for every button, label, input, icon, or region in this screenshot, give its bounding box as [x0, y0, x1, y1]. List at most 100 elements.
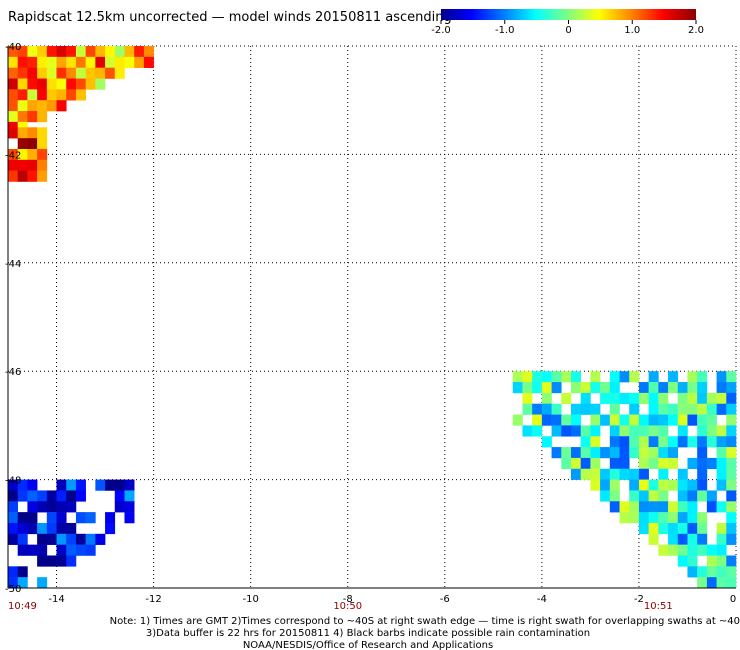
wind-cell: [56, 544, 67, 556]
wind-cell: [609, 403, 620, 415]
wind-cell: [46, 555, 57, 567]
wind-cell: [105, 512, 116, 524]
wind-cell: [677, 490, 688, 502]
wind-cell: [668, 457, 679, 470]
wind-cell: [658, 382, 669, 394]
wind-cell: [66, 555, 77, 567]
wind-cell: [95, 479, 106, 491]
wind-cell: [522, 382, 533, 394]
wind-cell: [8, 56, 19, 68]
wind-cell: [37, 148, 48, 161]
wind-cell: [716, 392, 727, 405]
x-tick-label: -12: [145, 594, 161, 605]
colorbar-ticks: -2.0 -1.0 0 1.0 2.0: [431, 20, 704, 36]
wind-cell: [716, 457, 727, 470]
wind-cell: [8, 127, 19, 139]
wind-cell: [687, 457, 698, 470]
y-tick-label: -40: [5, 42, 21, 53]
wind-cell: [658, 414, 669, 426]
wind-cell: [8, 100, 19, 112]
wind-cell: [580, 382, 591, 394]
wind-cell: [46, 89, 57, 101]
wind-cell: [716, 436, 727, 448]
y-tick-label: -44: [5, 259, 21, 270]
wind-cell: [619, 501, 630, 513]
wind-cell: [668, 544, 679, 556]
wind-cell: [590, 425, 601, 437]
wind-cell: [629, 501, 640, 513]
wind-cell: [114, 67, 125, 79]
wind-cell: [638, 501, 649, 513]
wind-cell: [726, 382, 737, 394]
wind-cell: [56, 512, 67, 524]
wind-cell: [56, 56, 67, 68]
wind-cell: [590, 414, 601, 426]
wind-cell: [580, 403, 591, 415]
wind-cell: [658, 468, 669, 480]
wind-cell: [638, 392, 649, 405]
wind-cell: [37, 544, 48, 556]
wind-cell: [17, 100, 28, 112]
wind-cell: [56, 89, 67, 101]
wind-cell: [85, 67, 96, 79]
wind-cell: [27, 522, 38, 535]
wind-cell: [85, 544, 96, 556]
wind-cell: [114, 501, 125, 513]
colorbar-tick-label: 0: [565, 25, 571, 36]
wind-cell: [66, 78, 77, 90]
wind-cell: [541, 436, 552, 448]
wind-cell: [590, 371, 601, 383]
wind-cell: [27, 111, 38, 123]
wind-cell: [124, 56, 135, 68]
wind-cell: [726, 501, 737, 513]
wind-cell: [716, 371, 727, 383]
wind-cell: [46, 501, 57, 513]
wind-cell: [677, 555, 688, 567]
wind-cell: [37, 100, 48, 112]
wind-cell: [95, 46, 106, 58]
wind-cell: [658, 544, 669, 556]
wind-cell: [629, 414, 640, 426]
wind-cell: [677, 403, 688, 415]
wind-cell: [609, 501, 620, 513]
wind-cell: [668, 447, 679, 459]
wind-cell: [95, 56, 106, 68]
wind-cell: [17, 148, 28, 161]
wind-cell: [8, 577, 19, 589]
wind-cell: [668, 436, 679, 448]
wind-cell: [600, 479, 611, 491]
wind-cell: [8, 148, 19, 161]
wind-cell: [706, 566, 717, 578]
wind-cell: [726, 566, 737, 578]
wind-cell: [75, 490, 86, 502]
wind-cell: [27, 479, 38, 491]
plot-grid: [8, 45, 737, 588]
colorbar: -2.0 -1.0 0 1.0 2.0: [431, 9, 704, 36]
wind-cell: [609, 436, 620, 448]
wind-cell: [629, 425, 640, 437]
wind-cell: [648, 425, 659, 437]
wind-cell: [66, 544, 77, 556]
wind-cell: [600, 447, 611, 459]
wind-cell: [687, 555, 698, 567]
wind-cell: [619, 447, 630, 459]
wind-cell: [638, 436, 649, 448]
wind-cell: [561, 425, 572, 437]
wind-cell: [677, 544, 688, 556]
wind-cell: [17, 544, 28, 556]
wind-cell: [726, 577, 737, 589]
wind-cell: [716, 501, 727, 513]
wind-cell: [570, 425, 581, 437]
wind-cell: [561, 414, 572, 426]
wind-cell: [648, 479, 659, 491]
wind-cell: [541, 382, 552, 394]
wind-cell: [143, 56, 154, 68]
wind-cell: [726, 414, 737, 426]
wind-cell: [697, 425, 708, 437]
wind-cell: [56, 533, 67, 545]
wind-cell: [677, 425, 688, 437]
wind-cell: [75, 533, 86, 545]
y-tick-label: -42: [5, 150, 21, 161]
wind-cell: [56, 490, 67, 502]
